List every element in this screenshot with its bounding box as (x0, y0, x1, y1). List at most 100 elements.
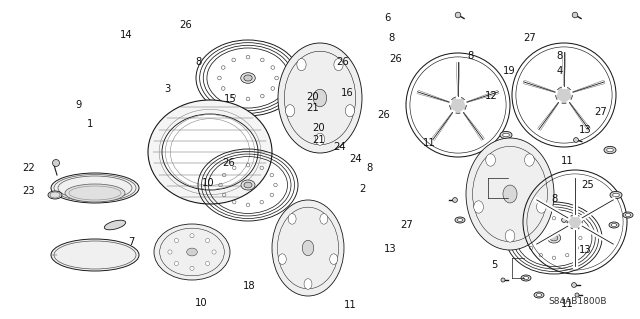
Text: 14: 14 (120, 30, 133, 40)
Circle shape (174, 261, 179, 266)
Text: 13: 13 (384, 244, 397, 254)
Ellipse shape (334, 59, 343, 71)
Circle shape (573, 137, 579, 142)
Ellipse shape (297, 59, 306, 71)
Circle shape (452, 197, 458, 202)
Ellipse shape (517, 153, 523, 157)
Text: 13: 13 (579, 245, 592, 255)
Text: 13: 13 (579, 124, 592, 135)
Ellipse shape (320, 214, 328, 224)
Ellipse shape (625, 213, 631, 217)
Circle shape (575, 293, 579, 297)
Ellipse shape (51, 173, 139, 203)
Text: 18: 18 (243, 280, 256, 291)
Ellipse shape (568, 215, 582, 229)
Text: 3: 3 (164, 84, 171, 94)
Ellipse shape (610, 191, 622, 199)
Text: 1: 1 (86, 119, 93, 130)
Ellipse shape (314, 89, 327, 107)
Circle shape (205, 261, 210, 266)
Text: 11: 11 (561, 299, 574, 309)
Circle shape (174, 238, 179, 243)
Text: 25: 25 (581, 180, 594, 190)
Ellipse shape (285, 105, 294, 117)
Text: 26: 26 (378, 110, 390, 120)
Text: 24: 24 (333, 142, 346, 152)
Circle shape (190, 266, 194, 270)
Ellipse shape (278, 254, 286, 264)
Ellipse shape (607, 148, 613, 152)
Text: 11: 11 (561, 156, 574, 167)
Circle shape (572, 283, 577, 287)
Ellipse shape (272, 200, 344, 296)
Ellipse shape (502, 133, 509, 137)
Ellipse shape (48, 191, 62, 199)
Text: 24: 24 (349, 154, 362, 165)
Ellipse shape (547, 233, 561, 243)
Ellipse shape (611, 224, 617, 226)
Text: 10: 10 (195, 298, 208, 308)
Text: 20: 20 (312, 122, 325, 133)
Ellipse shape (534, 292, 544, 298)
Ellipse shape (65, 184, 125, 202)
Ellipse shape (330, 254, 338, 264)
Ellipse shape (612, 193, 620, 197)
Ellipse shape (241, 73, 255, 83)
Circle shape (572, 12, 578, 18)
Text: 22: 22 (22, 163, 35, 174)
Ellipse shape (51, 239, 139, 271)
Ellipse shape (505, 230, 515, 242)
Ellipse shape (104, 220, 125, 230)
Text: 23: 23 (22, 186, 35, 197)
Circle shape (190, 234, 194, 238)
Ellipse shape (521, 275, 531, 281)
Text: 16: 16 (340, 88, 353, 98)
Ellipse shape (278, 43, 362, 153)
Ellipse shape (455, 217, 465, 223)
Circle shape (52, 160, 60, 167)
Text: 21: 21 (306, 103, 319, 114)
Ellipse shape (154, 224, 230, 280)
Ellipse shape (304, 279, 312, 289)
Text: 8: 8 (467, 51, 474, 61)
Ellipse shape (609, 222, 619, 228)
Text: 26: 26 (179, 20, 192, 30)
Ellipse shape (524, 277, 529, 279)
Circle shape (212, 250, 216, 254)
Ellipse shape (346, 105, 355, 117)
Circle shape (455, 12, 461, 18)
Text: 26: 26 (223, 158, 236, 168)
Text: 2: 2 (360, 184, 366, 195)
Text: 26: 26 (389, 54, 402, 64)
Text: 8: 8 (366, 163, 372, 173)
Circle shape (168, 250, 172, 254)
Text: 12: 12 (485, 91, 498, 101)
Ellipse shape (187, 248, 197, 256)
Text: 8: 8 (552, 194, 558, 204)
Ellipse shape (302, 240, 314, 256)
Ellipse shape (316, 133, 324, 145)
Text: 27: 27 (594, 107, 607, 117)
Ellipse shape (450, 97, 467, 113)
Ellipse shape (536, 201, 546, 213)
Ellipse shape (503, 185, 517, 203)
Text: 6: 6 (384, 12, 390, 23)
Ellipse shape (466, 138, 554, 250)
Ellipse shape (556, 87, 572, 103)
Circle shape (501, 278, 505, 282)
Ellipse shape (550, 235, 558, 241)
Ellipse shape (623, 212, 633, 218)
Ellipse shape (162, 114, 258, 190)
Text: 4: 4 (557, 66, 563, 76)
Text: 26: 26 (336, 57, 349, 67)
Text: 8: 8 (195, 57, 202, 67)
Text: 7: 7 (128, 237, 134, 248)
Ellipse shape (244, 75, 252, 81)
Text: 15: 15 (224, 94, 237, 104)
Ellipse shape (474, 201, 483, 213)
Ellipse shape (457, 219, 463, 221)
Ellipse shape (241, 180, 255, 190)
Text: 20: 20 (306, 92, 319, 102)
Text: 10: 10 (202, 178, 215, 189)
Ellipse shape (244, 182, 252, 188)
